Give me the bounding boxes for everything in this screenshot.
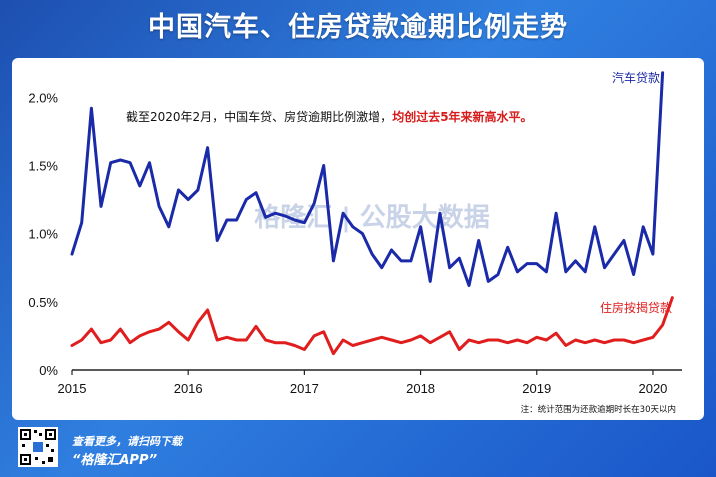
annotation-text: 截至2020年2月，中国车贷、房贷逾期比例激增，均创过去5年来新高水平。 — [126, 109, 533, 124]
annotation-prefix: 截至2020年2月，中国车贷、房贷逾期比例激增， — [126, 109, 392, 124]
x-tick-label: 2015 — [58, 381, 87, 396]
x-tick-label: 2019 — [522, 381, 551, 396]
annotation-highlight: 均创过去5年来新高水平。 — [392, 109, 532, 124]
x-tick-label: 2017 — [290, 381, 319, 396]
footer-app-name: “格隆汇APP” — [72, 453, 158, 468]
y-tick-label: 0% — [39, 363, 58, 378]
series-label-mortgage: 住房按揭贷款 — [600, 300, 672, 315]
series-label-auto-loan: 汽车贷款 — [612, 70, 660, 85]
line-chart: 格隆汇 | 公股大数据 0% 0.5% 1.0% 1.5% 2.0% 2015 2016 201… — [28, 70, 682, 415]
page-title: 中国汽车、住房贷款逾期比例走势 — [148, 12, 568, 43]
chart-note: 注：统计范围为还款逾期时长在30天以内 — [521, 404, 676, 415]
y-tick-label: 2.0% — [28, 90, 58, 105]
x-tick-label: 2016 — [174, 381, 203, 396]
series-line-1 — [70, 71, 665, 287]
y-tick-label: 1.5% — [28, 158, 58, 173]
watermark-text: 格隆汇 | 公股大数据 — [254, 202, 490, 233]
y-tick-label: 1.0% — [28, 227, 58, 242]
y-tick-label: 0.5% — [28, 295, 58, 310]
footer-download-prompt: 查看更多，请扫码下载 — [72, 435, 182, 448]
footer: 查看更多，请扫码下载 “格隆汇APP” — [12, 425, 704, 473]
x-tick-label: 2020 — [638, 381, 667, 396]
series-line-2 — [70, 296, 674, 356]
chart-panel: 格隆汇 | 公股大数据 0% 0.5% 1.0% 1.5% 2.0% 2015 2016 201… — [12, 58, 704, 420]
x-tick-label: 2018 — [406, 381, 435, 396]
qr-code-icon[interactable] — [18, 427, 58, 467]
